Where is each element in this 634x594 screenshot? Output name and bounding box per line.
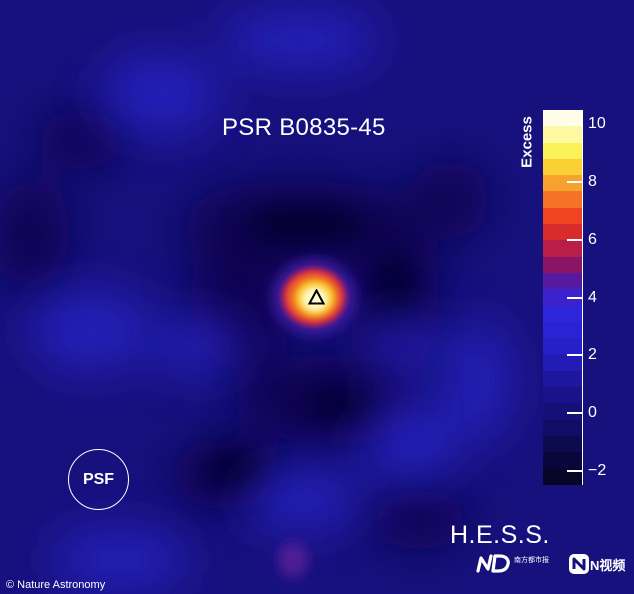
colorbar-stripe (543, 207, 583, 225)
colorbar-stripe (543, 110, 583, 127)
colorbar-tick-label: −2 (588, 461, 607, 479)
image-credit: © Nature Astronomy (6, 579, 106, 591)
colorbar-gradient (543, 110, 583, 485)
colorbar-tick (567, 469, 582, 472)
colorbar-stripe (543, 240, 583, 257)
colorbar-stripe (543, 191, 583, 208)
nd-logo-text: 南方都市报 (514, 557, 549, 564)
colorbar-stripe (543, 321, 583, 339)
colorbar-stripe (543, 256, 583, 273)
colorbar-stripe (543, 468, 583, 485)
instrument-label: H.E.S.S. (450, 521, 550, 549)
colorbar-stripe (543, 158, 583, 176)
colorbar-tick-label: 6 (588, 230, 597, 248)
colorbar-stripe (543, 452, 583, 469)
nd-logo (476, 554, 510, 573)
colorbar-stripe (543, 387, 583, 404)
colorbar-tick-label: 2 (588, 346, 597, 364)
psf-label: PSF (82, 470, 115, 488)
psf-circle: PSF (68, 449, 129, 510)
colorbar-stripe (543, 403, 583, 420)
colorbar-tick (567, 238, 582, 241)
colorbar-stripe (543, 175, 583, 192)
colorbar-tick (567, 181, 582, 184)
colorbar-stripe (543, 370, 583, 388)
source-title: PSR B0835-45 (222, 114, 386, 141)
n-video-logo-icon (569, 554, 589, 574)
colorbar-stripe (543, 338, 583, 355)
colorbar-stripe (543, 126, 583, 143)
colorbar-stripe (543, 272, 583, 290)
colorbar-stripe (543, 224, 583, 241)
n-video-label: N视频 (590, 558, 626, 573)
colorbar-tick (567, 123, 582, 126)
colorbar-title: Excess (512, 110, 542, 174)
colorbar-tick-label: 8 (588, 173, 597, 191)
colorbar-tick (567, 411, 582, 414)
colorbar-axis (582, 110, 583, 485)
colorbar-tick-label: 4 (588, 288, 597, 306)
pulsar-triangle-icon (308, 289, 325, 305)
colorbar-title-text: Excess (518, 116, 536, 168)
colorbar-stripe (543, 289, 583, 306)
colorbar-stripe (543, 142, 583, 159)
colorbar (543, 110, 583, 485)
colorbar-stripe (543, 305, 583, 322)
colorbar-tick (567, 296, 582, 299)
colorbar-stripe (543, 354, 583, 371)
colorbar-stripe (543, 419, 583, 436)
colorbar-tick (567, 354, 582, 357)
colorbar-stripe (543, 435, 583, 453)
colorbar-tick-label: 10 (588, 115, 606, 133)
colorbar-tick-label: 0 (588, 403, 597, 421)
